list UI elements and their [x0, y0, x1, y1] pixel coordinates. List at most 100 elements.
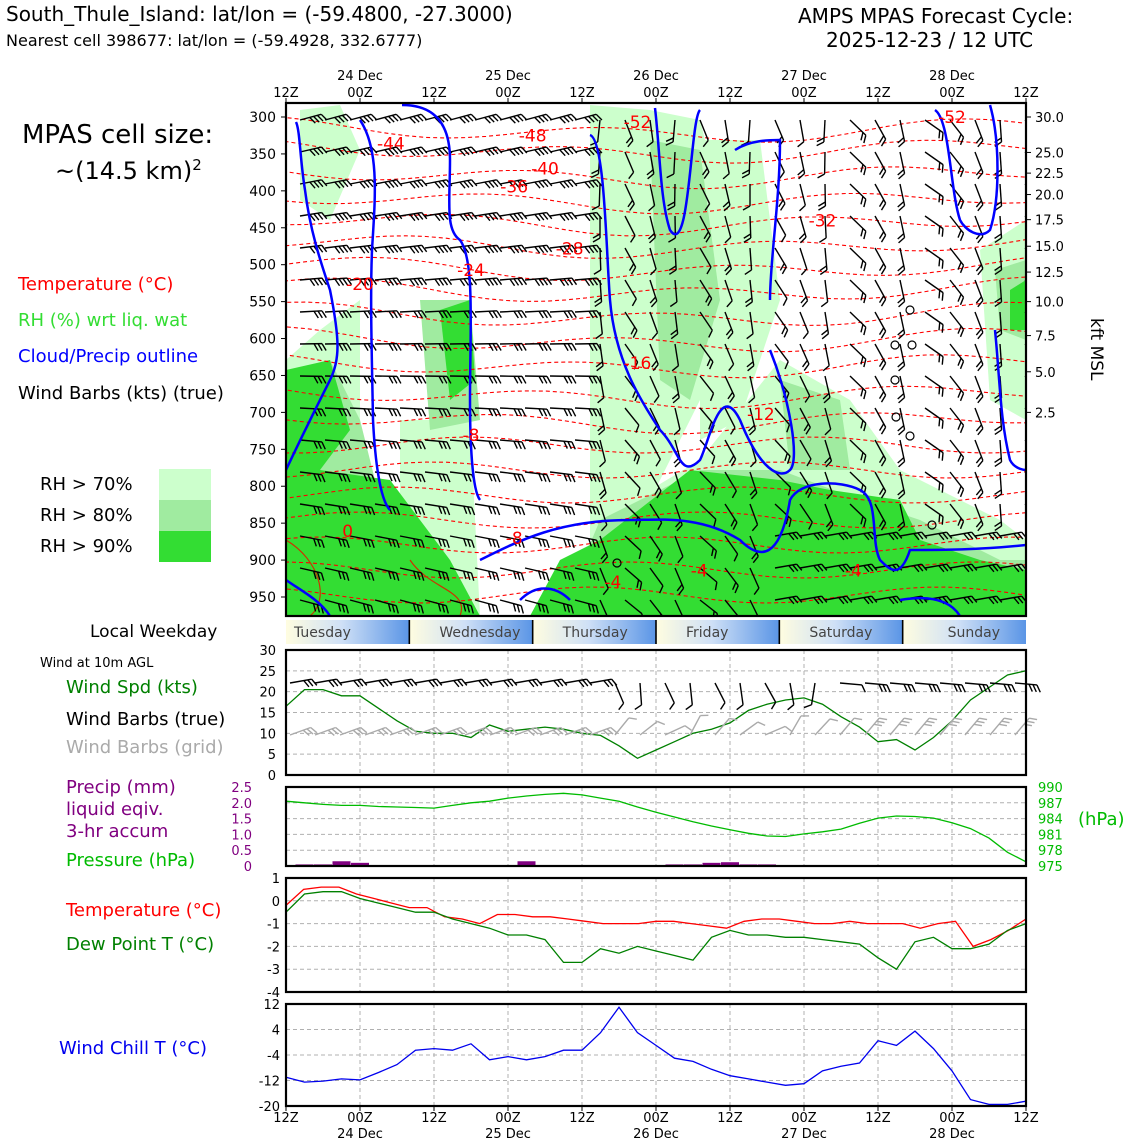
barb-feather: [676, 584, 683, 592]
barb-feather: [816, 141, 825, 147]
top-hour-label: 00Z: [495, 86, 521, 101]
wind-barb: [474, 277, 503, 287]
wind-barb-true: [685, 682, 693, 711]
barb-feather: [316, 114, 324, 122]
wind-barb: [774, 343, 789, 370]
top-hour-label: 12Z: [717, 86, 743, 101]
barb-shaft: [699, 183, 711, 205]
barb-feather: [586, 678, 593, 686]
barb-feather: [413, 278, 420, 286]
barb-feather: [459, 213, 466, 222]
barb-feather: [748, 396, 756, 404]
barb-feather: [992, 532, 999, 540]
barb-feather: [863, 167, 867, 176]
barb-shaft: [810, 682, 816, 705]
barb-feather: [1039, 533, 1044, 541]
barb-feather: [421, 474, 426, 483]
weekday-label-thursday: Thursday: [562, 625, 628, 641]
wind-barb: [849, 343, 867, 368]
barb-shaft: [649, 247, 657, 270]
barb-feather: [492, 441, 497, 450]
barb-feather: [571, 310, 577, 319]
barb-feather: [567, 506, 572, 515]
barb-feather: [302, 729, 310, 736]
barb-shaft: [724, 151, 730, 174]
barb-feather: [994, 457, 1002, 464]
barb-feather: [557, 679, 564, 687]
barb-feather: [463, 180, 470, 188]
barb-feather: [520, 572, 525, 581]
barb-feather: [562, 603, 567, 612]
barb-feather: [959, 297, 965, 306]
barb-feather: [367, 506, 372, 515]
barb-feather: [516, 114, 524, 122]
weekday-label-saturday: Saturday: [809, 625, 872, 641]
barb-feather: [665, 137, 674, 142]
barb-feather: [578, 680, 585, 688]
barb-feather: [520, 605, 524, 614]
barb-shaft: [1024, 439, 1026, 456]
wind-barb: [746, 343, 755, 372]
wind-barb: [474, 211, 503, 222]
barb-feather: [546, 376, 552, 384]
barb-feather: [807, 490, 813, 499]
barb-shaft: [749, 599, 761, 616]
barb-feather: [435, 726, 443, 734]
barb-feather: [488, 473, 493, 482]
wind-barb: [648, 183, 656, 212]
isotherm-label: -52: [938, 108, 966, 128]
pressure-tick-label-hpa: 984: [1038, 813, 1063, 828]
isotherm-label: -20: [346, 275, 374, 295]
barb-feather: [485, 726, 493, 734]
barb-shaft: [699, 503, 717, 520]
barb-feather: [685, 704, 693, 711]
wind-barb: [595, 311, 603, 340]
wind-barb-grid: [564, 726, 593, 736]
wind-barb: [743, 215, 752, 243]
barb-feather: [627, 140, 634, 148]
wind-barb: [349, 599, 374, 614]
barb-feather: [941, 164, 944, 173]
wind-barb: [974, 439, 984, 468]
barb-shaft: [649, 567, 664, 587]
barb-feather: [610, 726, 618, 734]
wind-barb-true: [964, 682, 991, 693]
wind-barb-grid: [714, 717, 738, 736]
wind-barb: [899, 563, 928, 573]
wind-barb: [424, 599, 449, 614]
barb-feather: [461, 678, 468, 686]
label-precip-2: liquid eqiv.: [66, 799, 164, 820]
wind-barb: [299, 244, 328, 254]
barb-shaft: [599, 599, 610, 616]
wind-barb: [818, 183, 827, 211]
wind-barb: [499, 439, 526, 450]
wind-barb-grid: [989, 717, 1013, 736]
barb-feather: [513, 148, 520, 156]
wind-barb-grid: [664, 725, 692, 736]
barb-feather: [567, 245, 574, 253]
barb-feather: [633, 453, 638, 462]
barb-feather: [1017, 564, 1024, 572]
barb-feather: [897, 489, 905, 496]
barb-shaft: [764, 725, 786, 736]
wind-barb: [671, 343, 680, 372]
wind-barb: [874, 375, 887, 403]
barb-feather: [1033, 420, 1041, 428]
barb-feather: [897, 521, 905, 528]
barb-feather: [420, 539, 425, 549]
barb-feather: [409, 116, 416, 124]
barb-feather: [496, 343, 502, 351]
barb-feather: [392, 408, 398, 417]
barb-feather: [803, 363, 810, 372]
wind-barb: [524, 439, 551, 450]
barb-feather: [938, 482, 941, 491]
isotherm: [286, 301, 1026, 326]
pressure-tick-label: 950: [249, 590, 276, 606]
barb-feather: [584, 246, 591, 254]
isotherm-label: -52: [624, 113, 652, 133]
barb-feather: [820, 301, 829, 308]
isotherm: [286, 256, 1026, 282]
barb-feather: [860, 420, 864, 429]
barb-feather: [1036, 391, 1044, 399]
wind-barb: [424, 211, 453, 222]
